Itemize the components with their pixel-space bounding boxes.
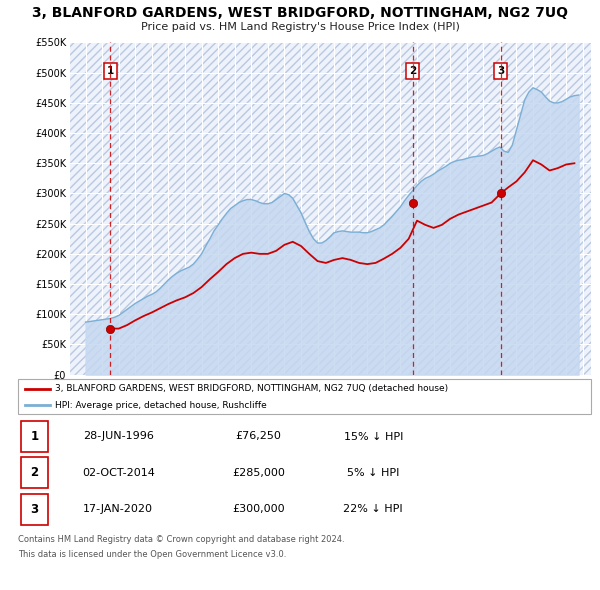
Text: Contains HM Land Registry data © Crown copyright and database right 2024.: Contains HM Land Registry data © Crown c… [18, 535, 344, 544]
Text: 1: 1 [107, 65, 114, 76]
Bar [69, 42, 591, 375]
Text: 1: 1 [31, 430, 38, 443]
FancyBboxPatch shape [18, 379, 591, 414]
Text: 3: 3 [497, 65, 505, 76]
Text: This data is licensed under the Open Government Licence v3.0.: This data is licensed under the Open Gov… [18, 550, 286, 559]
Text: 3, BLANFORD GARDENS, WEST BRIDGFORD, NOTTINGHAM, NG2 7UQ: 3, BLANFORD GARDENS, WEST BRIDGFORD, NOT… [32, 6, 568, 20]
Text: 2: 2 [409, 65, 416, 76]
Text: 5% ↓ HPI: 5% ↓ HPI [347, 468, 400, 478]
Text: £285,000: £285,000 [232, 468, 285, 478]
Text: Price paid vs. HM Land Registry's House Price Index (HPI): Price paid vs. HM Land Registry's House … [140, 22, 460, 32]
FancyBboxPatch shape [21, 457, 49, 489]
FancyBboxPatch shape [21, 494, 49, 525]
Text: £76,250: £76,250 [236, 431, 281, 441]
FancyBboxPatch shape [21, 421, 49, 452]
Text: 3: 3 [31, 503, 38, 516]
Text: 15% ↓ HPI: 15% ↓ HPI [344, 431, 403, 441]
Text: 02-OCT-2014: 02-OCT-2014 [82, 468, 155, 478]
Text: HPI: Average price, detached house, Rushcliffe: HPI: Average price, detached house, Rush… [55, 401, 267, 410]
Text: 22% ↓ HPI: 22% ↓ HPI [343, 504, 403, 514]
Text: £300,000: £300,000 [232, 504, 285, 514]
Text: 28-JUN-1996: 28-JUN-1996 [83, 431, 154, 441]
Text: 2: 2 [31, 466, 38, 480]
Text: 17-JAN-2020: 17-JAN-2020 [83, 504, 153, 514]
Text: 3, BLANFORD GARDENS, WEST BRIDGFORD, NOTTINGHAM, NG2 7UQ (detached house): 3, BLANFORD GARDENS, WEST BRIDGFORD, NOT… [55, 384, 448, 393]
